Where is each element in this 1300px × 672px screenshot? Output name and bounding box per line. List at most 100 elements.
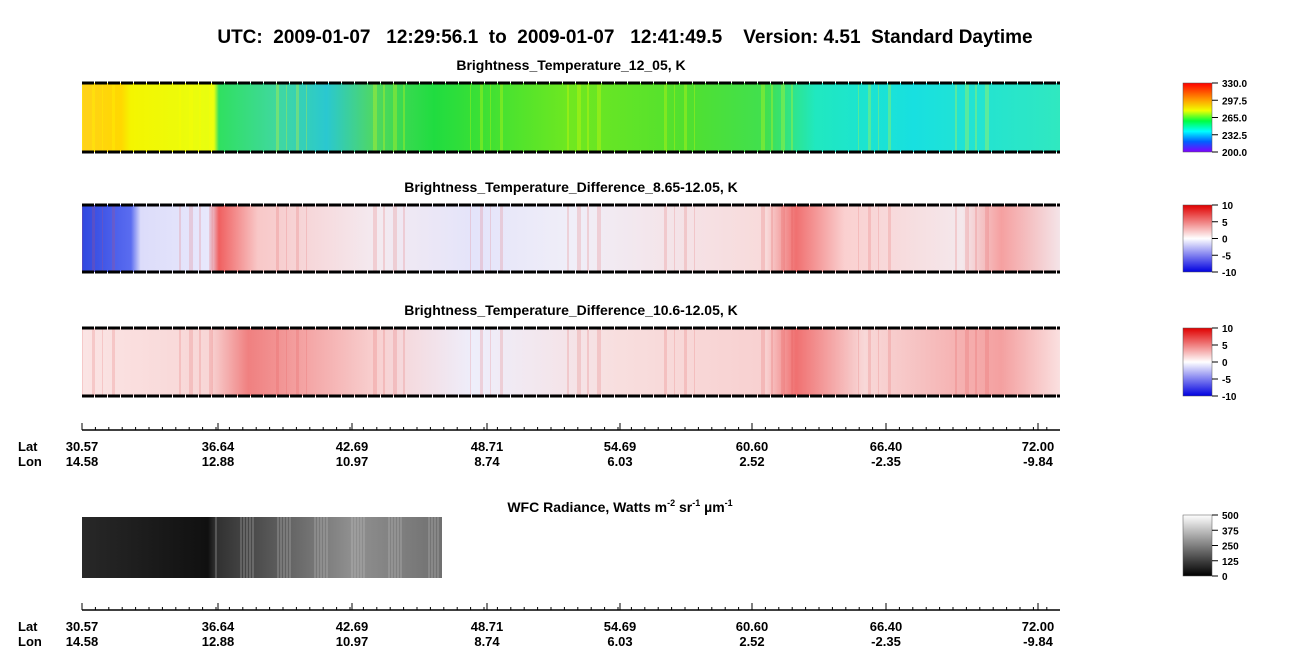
lon-value: 8.74 (474, 454, 500, 469)
texture (985, 83, 989, 152)
texture (326, 517, 328, 578)
texture (470, 205, 471, 272)
texture (490, 205, 491, 272)
texture (276, 83, 279, 152)
texture (694, 83, 695, 152)
texture (317, 517, 319, 578)
texture (283, 517, 285, 578)
texture (567, 328, 569, 396)
texture (500, 328, 503, 396)
texture (955, 328, 957, 396)
texture (597, 205, 601, 272)
colorbar-label: 10 (1222, 201, 1234, 212)
lat-value: 48.71 (471, 619, 504, 634)
lat-value: 72.00 (1022, 619, 1055, 634)
texture (189, 83, 193, 152)
texture (577, 328, 581, 396)
lat-value: 60.60 (736, 439, 769, 454)
lon-value: 14.58 (66, 454, 99, 469)
colorbar (1182, 514, 1213, 577)
colorbar-label: -5 (1222, 251, 1231, 262)
texture (771, 83, 773, 152)
lon-value: 14.58 (66, 634, 99, 649)
lon-value: 8.74 (474, 634, 500, 649)
texture (400, 517, 402, 578)
colorbar-label: 330.0 (1222, 79, 1247, 90)
texture (289, 517, 291, 578)
texture (189, 205, 193, 272)
texture (587, 328, 589, 396)
texture (394, 517, 396, 578)
colorbar-label: 375 (1222, 526, 1239, 537)
texture (393, 83, 397, 152)
texture (878, 328, 879, 396)
lat-value: 30.57 (66, 619, 99, 634)
texture (246, 517, 248, 578)
texture (314, 517, 316, 578)
texture (391, 517, 393, 578)
panel-title: Brightness_Temperature_Difference_8.65-1… (404, 179, 738, 195)
colorbar-label: 500 (1222, 511, 1239, 522)
texture (965, 83, 969, 152)
texture (428, 517, 430, 578)
texture (597, 328, 601, 396)
lon-value: 6.03 (607, 454, 632, 469)
texture (597, 83, 601, 152)
texture (470, 83, 471, 152)
texture (276, 205, 279, 272)
lon-value: 12.88 (202, 454, 235, 469)
texture (189, 328, 193, 396)
colorbar-label: 200.0 (1222, 148, 1247, 159)
texture (771, 205, 773, 272)
texture (858, 205, 859, 272)
texture (82, 328, 83, 396)
texture (761, 205, 765, 272)
lat-value: 54.69 (604, 619, 637, 634)
texture (296, 205, 299, 272)
panel-image (82, 83, 1060, 152)
colorbar (1182, 204, 1213, 273)
lat-label: Lat (18, 619, 38, 634)
lon-value: -9.84 (1023, 454, 1053, 469)
texture (888, 83, 891, 152)
colorbar-label: -5 (1222, 375, 1231, 386)
texture (674, 205, 675, 272)
texture (373, 205, 377, 272)
texture (306, 83, 307, 152)
colorbar-label: -10 (1222, 392, 1237, 403)
texture (354, 517, 356, 578)
texture (781, 328, 785, 396)
texture (955, 83, 957, 152)
texture (577, 83, 581, 152)
texture (577, 205, 581, 272)
wfc-image (82, 517, 442, 578)
lon-value: -9.84 (1023, 634, 1053, 649)
colorbar-label: 0 (1222, 358, 1228, 369)
texture (888, 328, 891, 396)
texture (761, 328, 765, 396)
texture (280, 517, 282, 578)
texture (306, 328, 307, 396)
texture (684, 328, 687, 396)
panel-image (82, 328, 1060, 396)
texture (791, 83, 793, 152)
texture (383, 328, 385, 396)
texture (286, 83, 287, 152)
texture (664, 328, 667, 396)
texture (209, 83, 213, 152)
texture (383, 205, 385, 272)
lat-label: Lat (18, 439, 38, 454)
texture (878, 205, 879, 272)
texture (567, 83, 569, 152)
texture (249, 517, 251, 578)
texture (388, 517, 390, 578)
texture (771, 328, 773, 396)
texture (480, 205, 483, 272)
texture (199, 205, 201, 272)
wfc-title-part: -2 (667, 498, 675, 508)
texture (179, 328, 181, 396)
lon-value: 2.52 (739, 454, 764, 469)
lon-label: Lon (18, 454, 42, 469)
texture (112, 328, 115, 396)
wfc-title-part: WFC Radiance, Watts m (507, 499, 667, 515)
